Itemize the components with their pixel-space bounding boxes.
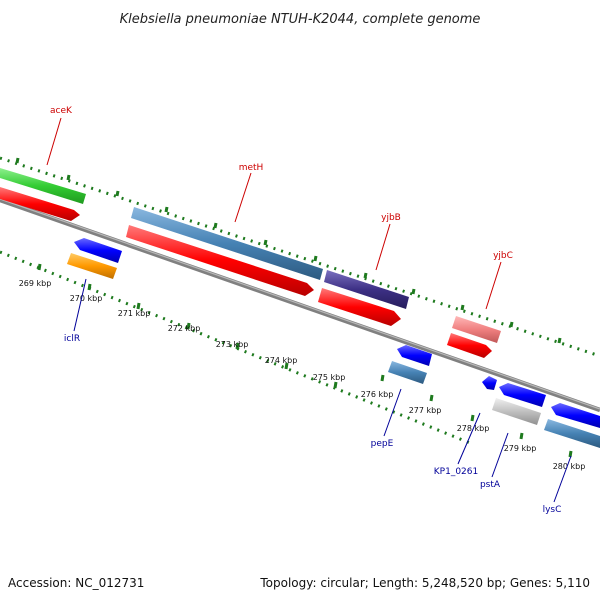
pepe-cds-arrow[interactable] <box>397 345 432 366</box>
backbone-highlight <box>0 198 600 410</box>
kbp-label: 279 kbp <box>504 444 537 453</box>
gene-label-kp1-0261[interactable]: KP1_0261 <box>434 467 478 477</box>
kbp-label: 274 kbp <box>265 356 298 365</box>
lysc-cds-arrow[interactable] <box>551 403 600 428</box>
meth-cds-arrow[interactable] <box>126 225 314 296</box>
iclr-feature-orange[interactable] <box>67 253 117 279</box>
psta-feature-gray[interactable] <box>492 398 541 425</box>
gene-label-meth[interactable]: metH <box>239 163 264 173</box>
outer-ring-ticks <box>15 157 562 344</box>
gene-labels: aceK metH yjbB yjbC iclR pepE KP1_0261 p… <box>50 106 561 515</box>
kbp-label: 270 kbp <box>70 294 103 303</box>
yjbb-feature-navy[interactable] <box>324 270 409 309</box>
lysc-feature-steel[interactable] <box>544 419 600 448</box>
gene-label-psta[interactable]: pstA <box>480 480 501 490</box>
kbp-label: 276 kbp <box>361 390 394 399</box>
genome-backbone <box>0 197 600 413</box>
meth-feature-steel[interactable] <box>131 207 323 280</box>
yjbc-feature-pink[interactable] <box>452 316 501 343</box>
psta-cds-arrow[interactable] <box>499 383 546 407</box>
kbp-label: 277 kbp <box>409 406 442 415</box>
accession-text: Accession: NC_012731 <box>8 576 144 590</box>
acek-cds-arrow[interactable] <box>0 187 80 221</box>
gene-label-lysc[interactable]: lysC <box>543 505 562 515</box>
inner-ring-ticks <box>37 263 573 458</box>
map-title: Klebsiella pneumoniae NTUH-K2044, comple… <box>120 12 481 27</box>
kbp-label: 269 kbp <box>19 279 52 288</box>
iclr-cds-arrow[interactable] <box>74 238 122 263</box>
kbp-label: 271 kbp <box>118 309 151 318</box>
gene-label-yjbc[interactable]: yjbC <box>493 251 513 261</box>
topology-summary-text: Topology: circular; Length: 5,248,520 bp… <box>259 576 590 590</box>
gene-label-yjbb[interactable]: yjbB <box>381 213 401 223</box>
pepe-feature-steel[interactable] <box>388 361 427 384</box>
acek-feature-green[interactable] <box>0 168 86 204</box>
label-leader-lines <box>46 117 572 503</box>
yjbb-cds-arrow[interactable] <box>318 288 401 326</box>
outer-dotted-ring <box>0 156 600 358</box>
gene-label-pepe[interactable]: pepE <box>371 439 394 449</box>
kbp-label: 275 kbp <box>313 373 346 382</box>
kbp-label: 272 kbp <box>168 324 201 333</box>
yjbc-cds-arrow[interactable] <box>447 333 492 358</box>
gene-label-acek[interactable]: aceK <box>50 106 73 116</box>
kbp-label: 280 kbp <box>553 462 586 471</box>
gene-label-iclr[interactable]: iclR <box>64 334 80 344</box>
kbp-label: 273 kbp <box>216 340 249 349</box>
kp1-0261-cds-arrow[interactable] <box>482 376 497 390</box>
